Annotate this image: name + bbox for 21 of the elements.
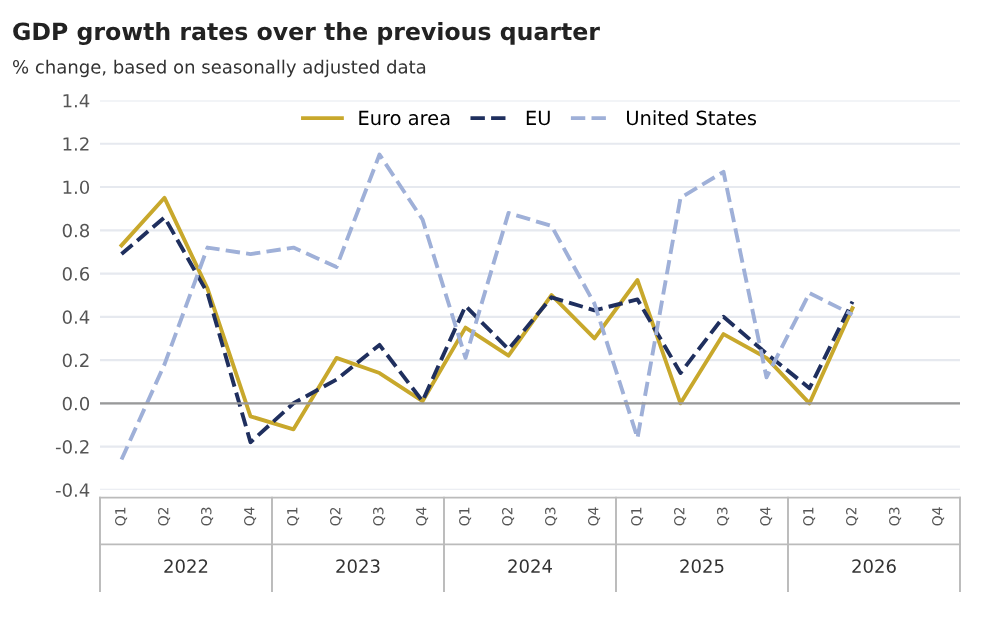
text: 2024 <box>508 559 552 573</box>
y-tick-label: 1.0 <box>63 180 90 195</box>
legend-label: Euro area <box>359 110 450 126</box>
text: 2025 <box>680 559 724 573</box>
y-tick-label: -0.2 <box>55 440 89 454</box>
line-series <box>119 152 855 462</box>
y-tick-label: -0.4 <box>55 483 90 497</box>
y-tick-label: 0.0 <box>62 396 90 411</box>
y-tick-label: 0.6 <box>62 266 90 281</box>
y-tick-label: 1.2 <box>63 137 89 151</box>
legend-label: United States <box>627 110 757 126</box>
y-tick-label: 0.2 <box>62 353 89 368</box>
y-tick-label: 0.8 <box>62 223 90 238</box>
text: 2022 <box>164 559 208 573</box>
chart-subtitle: % change, based on seasonally adjusted data <box>13 59 426 78</box>
text: 2026 <box>852 559 896 573</box>
text: 2023 <box>336 559 380 573</box>
legend-label: EU <box>526 110 550 126</box>
y-tick-label: 1.4 <box>63 94 90 108</box>
chart-title: GDP growth rates over the previous quarter <box>13 21 600 46</box>
y-tick-label: 0.4 <box>62 310 90 324</box>
